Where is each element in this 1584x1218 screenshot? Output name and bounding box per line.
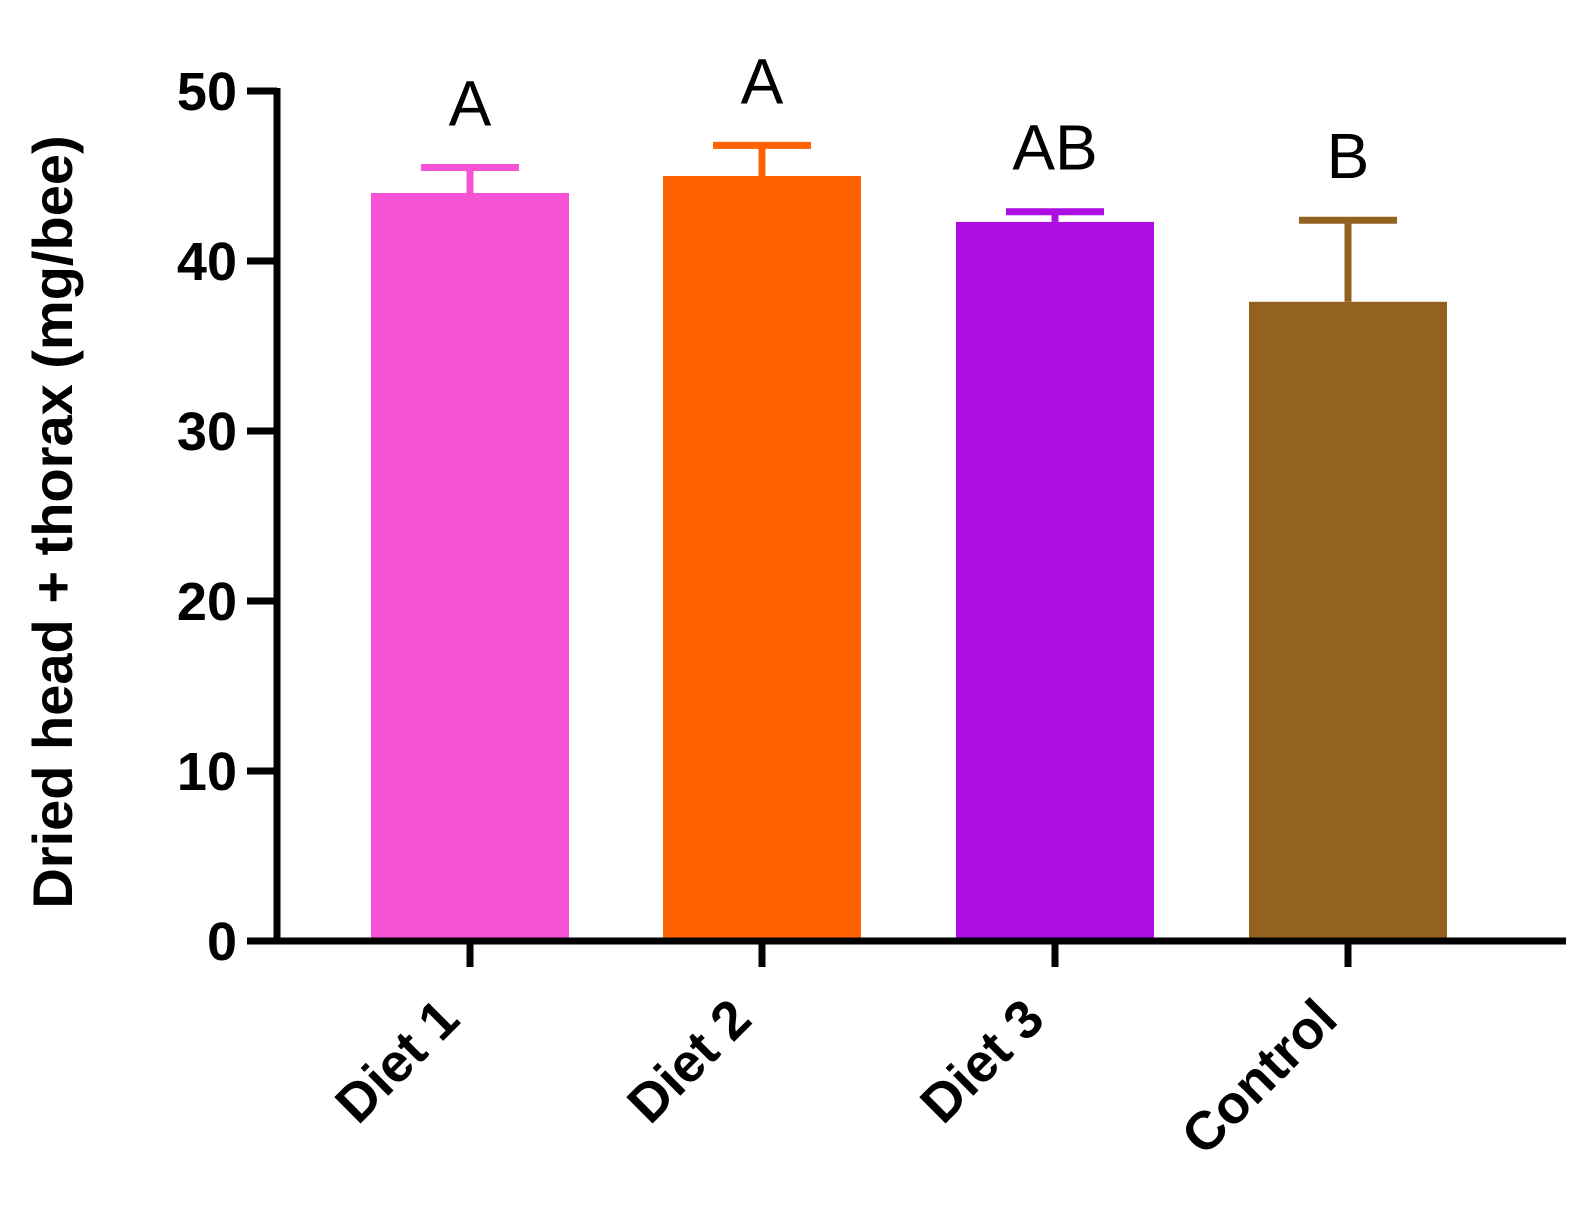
x-axis: Diet 1 Diet 2 Diet 3 Control xyxy=(247,937,1566,1166)
bar-diet-3 xyxy=(956,221,1154,941)
significance-label-control: B xyxy=(1327,120,1370,192)
y-axis-label: Dried head + thorax (mg/bee) xyxy=(21,135,84,908)
bar-control xyxy=(1249,301,1447,941)
significance-label-diet-3: AB xyxy=(1012,112,1097,184)
significance-labels-group: A A AB B xyxy=(449,45,1370,192)
y-tick-label: 10 xyxy=(177,742,237,802)
significance-label-diet-1: A xyxy=(449,68,492,140)
x-tick-label-diet-1: Diet 1 xyxy=(324,988,470,1134)
x-tick-label-control: Control xyxy=(1170,988,1348,1166)
bar-diet-1 xyxy=(371,193,569,941)
y-tick-label: 40 xyxy=(177,232,237,292)
error-bars-group xyxy=(421,141,1397,302)
significance-label-diet-2: A xyxy=(741,45,784,117)
y-tick-label: 0 xyxy=(207,912,237,972)
x-tick-label-diet-2: Diet 2 xyxy=(616,988,762,1134)
bar-diet-2 xyxy=(663,176,861,941)
y-tick-label: 20 xyxy=(177,572,237,632)
x-tick-label-diet-3: Diet 3 xyxy=(909,988,1055,1134)
bars-group xyxy=(371,176,1447,941)
y-tick-label: 50 xyxy=(177,62,237,122)
y-axis: 0 10 20 30 40 50 xyxy=(177,62,281,972)
y-tick-label: 30 xyxy=(177,402,237,462)
